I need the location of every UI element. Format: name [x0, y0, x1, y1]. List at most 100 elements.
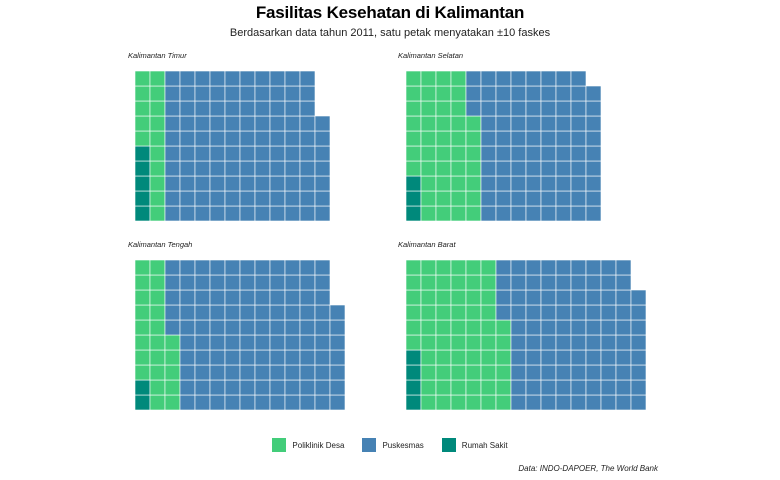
waffle-cell-puskesmas: [284, 319, 301, 336]
waffle-cell-puskesmas: [284, 100, 301, 117]
waffle-cell-poliklinik-desa: [164, 394, 181, 411]
waffle-cell-puskesmas: [510, 115, 527, 132]
waffle-cell-puskesmas: [314, 364, 331, 381]
waffle-cell-puskesmas: [239, 379, 256, 396]
waffle-cell-puskesmas: [525, 379, 542, 396]
waffle-cell-puskesmas: [239, 205, 256, 222]
waffle-cell-puskesmas: [585, 379, 602, 396]
waffle-cell-puskesmas: [570, 160, 587, 177]
waffle-cell-puskesmas: [510, 205, 527, 222]
waffle-cell-puskesmas: [224, 349, 241, 366]
waffle-cell-puskesmas: [510, 130, 527, 147]
waffle-cell-poliklinik-desa: [465, 259, 482, 276]
waffle-cell-puskesmas: [194, 379, 211, 396]
waffle-cell-poliklinik-desa: [149, 364, 166, 381]
waffle-cell-puskesmas: [179, 274, 196, 291]
waffle-cell-puskesmas: [525, 364, 542, 381]
panel-kalimantan-tengah: Kalimantan Tengah: [128, 240, 346, 411]
waffle-cell-puskesmas: [510, 85, 527, 102]
waffle-cell-poliklinik-desa: [405, 289, 422, 306]
waffle-cell-puskesmas: [209, 175, 226, 192]
waffle-cell-puskesmas: [600, 364, 617, 381]
waffle-cell-puskesmas: [224, 175, 241, 192]
waffle-cell-puskesmas: [194, 394, 211, 411]
waffle-cell-poliklinik-desa: [495, 319, 512, 336]
waffle-cell-poliklinik-desa: [420, 100, 437, 117]
waffle-cell-puskesmas: [480, 160, 497, 177]
waffle-cell-puskesmas: [299, 160, 316, 177]
waffle-cell-poliklinik-desa: [450, 85, 467, 102]
waffle-cell-poliklinik-desa: [134, 85, 151, 102]
waffle-cell-puskesmas: [480, 100, 497, 117]
waffle-cell-puskesmas: [510, 319, 527, 336]
waffle-cell-poliklinik-desa: [495, 379, 512, 396]
waffle-cell-puskesmas: [284, 160, 301, 177]
waffle-cell-puskesmas: [585, 259, 602, 276]
waffle-cell-puskesmas: [209, 145, 226, 162]
waffle-cell-poliklinik-desa: [435, 145, 452, 162]
waffle-cell-puskesmas: [314, 289, 331, 306]
waffle-cell-puskesmas: [209, 379, 226, 396]
waffle-cell-puskesmas: [495, 190, 512, 207]
waffle-cell-puskesmas: [329, 349, 346, 366]
waffle-cell-puskesmas: [630, 319, 647, 336]
legend-swatch: [362, 438, 377, 452]
waffle-cell-poliklinik-desa: [149, 394, 166, 411]
waffle-cell-puskesmas: [585, 145, 602, 162]
waffle-cell-poliklinik-desa: [450, 190, 467, 207]
waffle-cell-poliklinik-desa: [149, 274, 166, 291]
waffle-cell-puskesmas: [179, 394, 196, 411]
waffle-cell-poliklinik-desa: [405, 304, 422, 321]
waffle-cell-puskesmas: [570, 289, 587, 306]
waffle-cell-puskesmas: [269, 259, 286, 276]
waffle-cell-poliklinik-desa: [405, 259, 422, 276]
waffle-cell-puskesmas: [254, 70, 271, 87]
waffle-cell-puskesmas: [585, 115, 602, 132]
waffle-cell-puskesmas: [164, 100, 181, 117]
waffle-cell-poliklinik-desa: [480, 334, 497, 351]
waffle-cell-puskesmas: [510, 304, 527, 321]
waffle-cell-puskesmas: [314, 259, 331, 276]
waffle-cell-puskesmas: [254, 274, 271, 291]
waffle-cell-puskesmas: [254, 394, 271, 411]
waffle-cell-puskesmas: [239, 100, 256, 117]
waffle-cell-puskesmas: [299, 115, 316, 132]
waffle-cell-puskesmas: [570, 175, 587, 192]
waffle-cell-rumah-sakit: [405, 379, 422, 396]
waffle-cell-poliklinik-desa: [420, 304, 437, 321]
chart-subtitle: Berdasarkan data tahun 2011, satu petak …: [229, 27, 551, 39]
waffle-cell-puskesmas: [540, 334, 557, 351]
waffle-cell-puskesmas: [284, 379, 301, 396]
waffle-cell-puskesmas: [585, 289, 602, 306]
waffle-cell-puskesmas: [630, 289, 647, 306]
waffle-cell-puskesmas: [224, 379, 241, 396]
waffle-cell-puskesmas: [525, 394, 542, 411]
waffle-cell-puskesmas: [224, 205, 241, 222]
waffle-cell-poliklinik-desa: [149, 130, 166, 147]
waffle-cell-puskesmas: [224, 394, 241, 411]
waffle-cell-puskesmas: [254, 259, 271, 276]
waffle-cell-puskesmas: [194, 100, 211, 117]
waffle-cell-poliklinik-desa: [149, 100, 166, 117]
waffle-cell-puskesmas: [555, 160, 572, 177]
waffle-cell-puskesmas: [194, 85, 211, 102]
waffle-cell-poliklinik-desa: [465, 349, 482, 366]
waffle-cell-poliklinik-desa: [465, 304, 482, 321]
waffle-cell-puskesmas: [555, 145, 572, 162]
waffle-cell-poliklinik-desa: [450, 274, 467, 291]
waffle-cell-poliklinik-desa: [450, 379, 467, 396]
waffle-cell-puskesmas: [555, 100, 572, 117]
waffle-cell-puskesmas: [314, 130, 331, 147]
waffle-cell-puskesmas: [209, 130, 226, 147]
waffle-cell-poliklinik-desa: [465, 175, 482, 192]
waffle-cell-puskesmas: [555, 85, 572, 102]
waffle-cell-puskesmas: [329, 394, 346, 411]
waffle-cell-puskesmas: [540, 175, 557, 192]
waffle-cell-poliklinik-desa: [134, 274, 151, 291]
waffle-cell-poliklinik-desa: [480, 379, 497, 396]
waffle-cell-puskesmas: [269, 145, 286, 162]
waffle-cell-puskesmas: [495, 205, 512, 222]
waffle-cell-puskesmas: [194, 364, 211, 381]
waffle-cell-puskesmas: [284, 304, 301, 321]
waffle-cell-puskesmas: [495, 145, 512, 162]
